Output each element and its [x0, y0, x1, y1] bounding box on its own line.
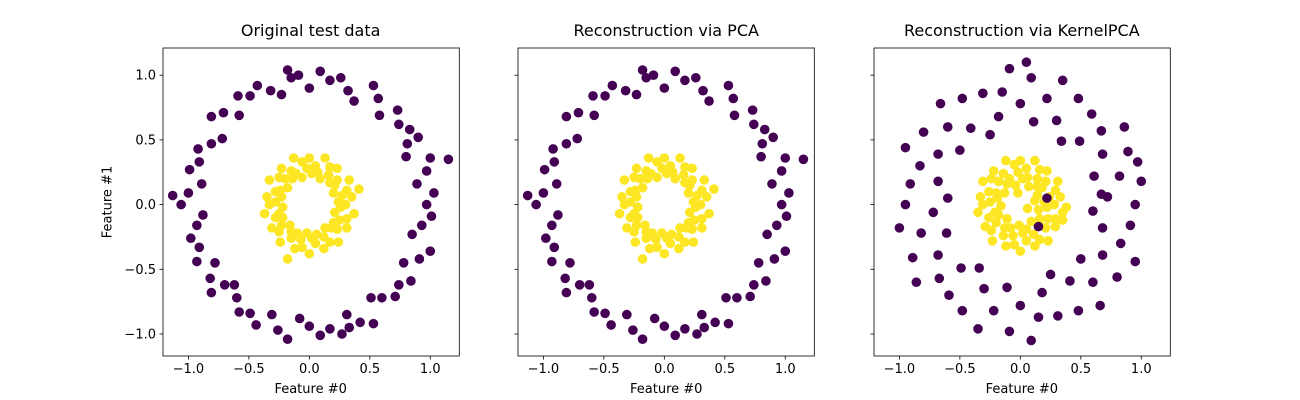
x-tick-label: −0.5 [233, 362, 265, 377]
series-class0-outer-ring [894, 57, 1146, 346]
x-tick-label: 0.5 [359, 362, 380, 377]
y-tick-label: −0.5 [124, 263, 156, 278]
series-class1-inner-ring [972, 155, 1071, 256]
x-tick-label: 0.5 [715, 362, 736, 377]
y-axis-label: Feature #1 [100, 165, 115, 239]
y-tick-label: 1.0 [135, 69, 156, 84]
x-tick-label: −1.0 [528, 362, 560, 377]
plot-title: Original test data [240, 21, 381, 40]
x-tick-label: 0.0 [298, 362, 319, 377]
plot-title: Reconstruction via KernelPCA [904, 21, 1140, 40]
x-tick-label: 0.0 [1010, 362, 1031, 377]
series-class1-inner-ring [259, 153, 364, 264]
x-tick-label: −0.5 [588, 362, 620, 377]
x-axis-label: Feature #0 [630, 382, 703, 397]
panel-reconstruction-kernelpca: Reconstruction via KernelPCA −1.0 −0.5 0.0… [870, 21, 1171, 397]
x-tick-label: 1.0 [775, 362, 796, 377]
panel-original-test-data: Original test data Feature #1 −1.0 −0.5 0.… [100, 21, 460, 397]
x-axis-label: Feature #0 [274, 382, 347, 397]
panel-reconstruction-pca: Reconstruction via PCA −1.0 −0.5 0.0 0.5 1.0… [514, 21, 815, 397]
x-tick-label: 0.5 [1070, 362, 1091, 377]
x-tick-label: 1.0 [1131, 362, 1152, 377]
series-class1-inner-ring [614, 153, 719, 264]
y-tick-label: 0.5 [135, 133, 156, 148]
x-tick-label: 1.0 [419, 362, 440, 377]
axes-spines [873, 47, 1171, 357]
axes-spines [162, 47, 460, 357]
scatter-canvas: −1.0 −0.5 0.0 0.5 1.0 1.0 0.5 0.0 −0.5 −1.0 [124, 47, 460, 377]
plot-title: Reconstruction via PCA [573, 21, 759, 40]
x-tick-label: −1.0 [883, 362, 915, 377]
series-class0-outer-ring [522, 65, 809, 344]
axes-spines [517, 47, 815, 357]
y-tick-label: 0.0 [135, 198, 156, 213]
x-tick-label: −1.0 [172, 362, 204, 377]
x-axis-label: Feature #0 [985, 382, 1059, 397]
series-class0-outer-ring [167, 65, 453, 344]
scatter-canvas: −1.0 −0.5 0.0 0.5 1.0 [870, 47, 1171, 377]
x-tick-label: 0.0 [654, 362, 675, 377]
x-tick-label: −0.5 [944, 362, 976, 377]
y-tick-label: −1.0 [124, 328, 156, 343]
scatter-canvas: −1.0 −0.5 0.0 0.5 1.0 [514, 47, 815, 377]
